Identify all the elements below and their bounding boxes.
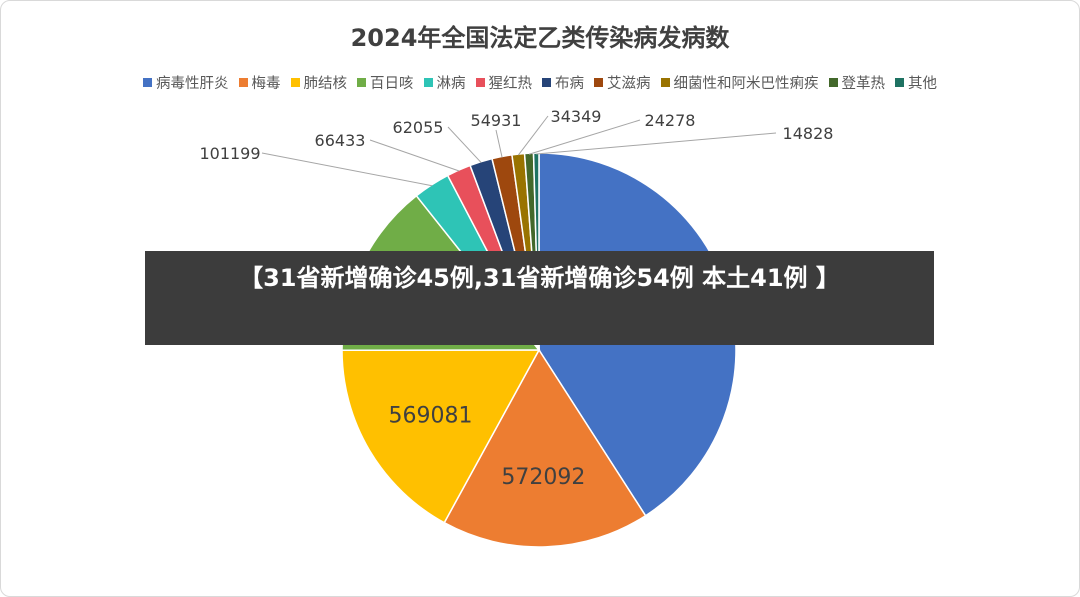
legend-item: 肺结核 xyxy=(290,72,348,93)
leader-line xyxy=(495,129,503,158)
leader-line xyxy=(528,119,641,155)
legend-swatch xyxy=(357,78,366,87)
data-label: 14828 xyxy=(783,124,834,143)
legend-swatch xyxy=(828,78,838,87)
legend-swatch xyxy=(594,78,603,87)
leader-line xyxy=(261,152,433,187)
headline-banner: 【31省新增确诊45例,31省新增确诊54例 本土41例 】 xyxy=(145,251,934,345)
legend-label: 布病 xyxy=(555,76,584,92)
legend-swatch xyxy=(895,78,904,87)
legend-swatch xyxy=(660,78,670,87)
legend-item: 细菌性和阿米巴性痢疾 xyxy=(660,72,819,93)
legend-swatch xyxy=(542,78,551,87)
legend-swatch xyxy=(290,78,300,87)
legend-item: 艾滋病 xyxy=(594,72,651,93)
leader-line xyxy=(536,132,777,155)
legend-label: 艾滋病 xyxy=(607,76,651,92)
data-label: 54931 xyxy=(471,111,522,130)
data-label: 62055 xyxy=(393,118,444,137)
data-label: 66433 xyxy=(315,131,366,150)
legend-item: 淋病 xyxy=(423,72,466,93)
legend-item: 病毒性肝炎 xyxy=(143,72,229,93)
legend-label: 其他 xyxy=(908,76,937,92)
legend-label: 细菌性和阿米巴性痢疾 xyxy=(673,76,819,92)
legend-item: 梅毒 xyxy=(238,72,281,93)
data-label: 34349 xyxy=(551,107,602,126)
legend-label: 猩红热 xyxy=(488,76,533,92)
leader-line xyxy=(447,126,482,164)
legend-swatch xyxy=(423,78,433,87)
leader-line xyxy=(369,139,460,172)
legend-item: 布病 xyxy=(542,72,584,93)
data-label: 101199 xyxy=(199,144,260,163)
data-label: 24278 xyxy=(645,111,696,130)
legend-label: 肺结核 xyxy=(303,76,348,92)
legend-item: 其他 xyxy=(895,72,937,93)
legend-swatch xyxy=(238,78,248,87)
legend-label: 百日咳 xyxy=(370,76,414,92)
legend-item: 猩红热 xyxy=(475,72,533,93)
data-label: 569081 xyxy=(389,403,473,428)
legend-item: 百日咳 xyxy=(357,72,414,93)
legend-label: 梅毒 xyxy=(251,76,281,92)
chart-title: 2024年全国法定乙类传染病发病数 xyxy=(350,24,730,52)
legend-swatch xyxy=(475,78,485,87)
legend-label: 淋病 xyxy=(436,76,466,92)
legend-label: 登革热 xyxy=(841,76,886,92)
pie-slice xyxy=(443,348,647,548)
legend-swatch xyxy=(143,78,152,87)
legend-item: 登革热 xyxy=(828,72,886,93)
legend-label: 病毒性肝炎 xyxy=(156,76,229,92)
chart-legend: 病毒性肝炎 梅毒 肺结核 百日咳 淋病 猩红热 布病 艾滋病 细菌性和阿米巴性痢疾 登革热 其他 xyxy=(0,72,1080,93)
pie-slice xyxy=(341,349,541,524)
leader-line xyxy=(517,115,549,156)
data-label: 572092 xyxy=(501,465,585,490)
